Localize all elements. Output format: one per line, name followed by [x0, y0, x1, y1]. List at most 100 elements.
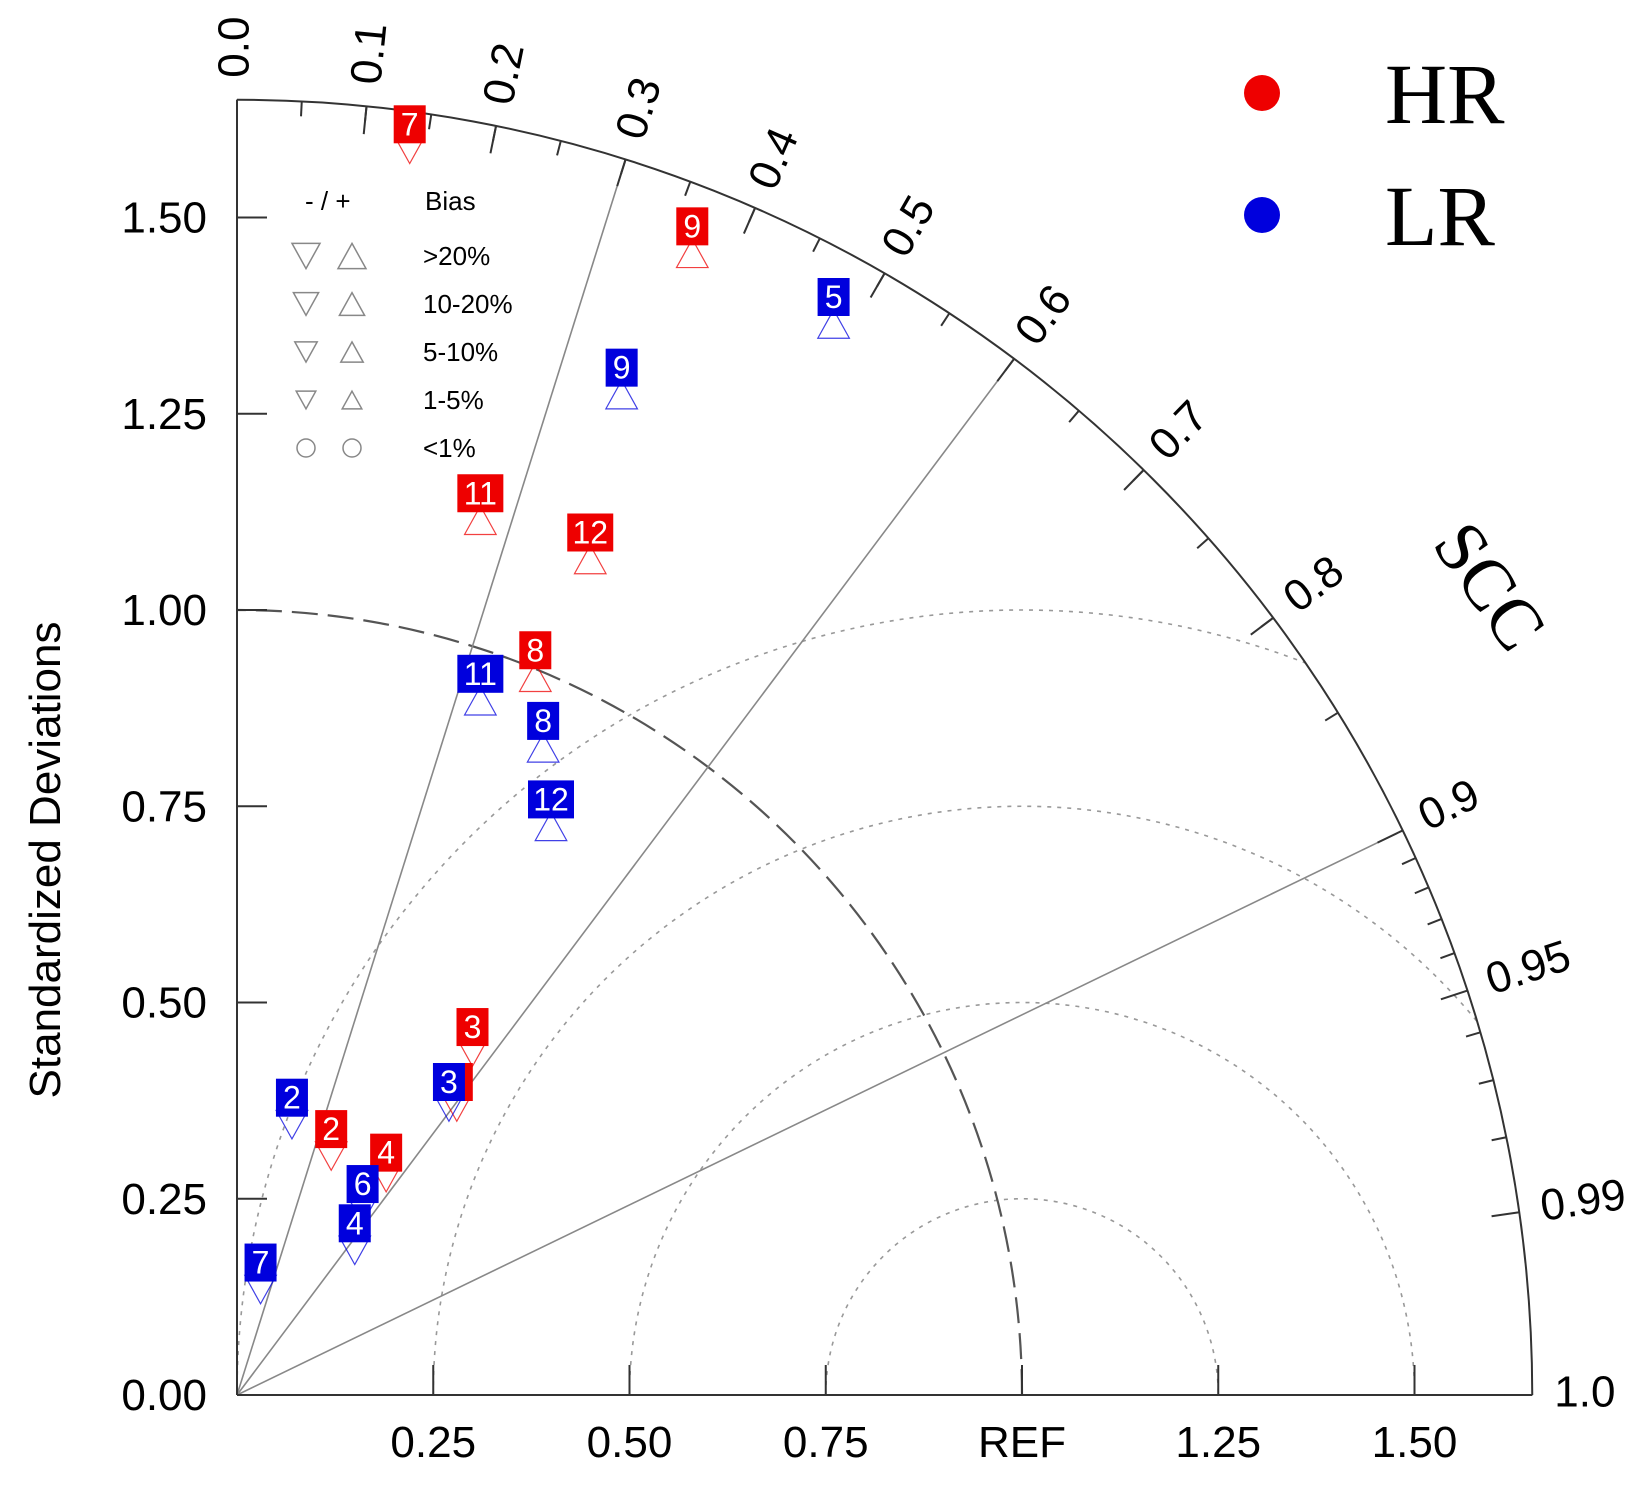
bias-legend-circle-icon	[296, 438, 316, 458]
x-tick-label: REF	[978, 1418, 1066, 1467]
data-point	[457, 474, 504, 513]
correlation-tick-label: 0.4	[739, 121, 808, 197]
data-point-label: 7	[252, 1245, 270, 1281]
data-point-label: 8	[534, 703, 552, 739]
data-point	[605, 348, 638, 387]
correlation-minor-tick	[300, 101, 303, 117]
data-point	[275, 1078, 308, 1117]
bias-legend-down-icon	[292, 291, 320, 317]
data-point	[315, 1110, 348, 1149]
correlation-minor-tick	[1196, 537, 1210, 549]
correlation-tick	[1491, 1211, 1520, 1218]
bias-marker	[675, 237, 710, 269]
data-point	[244, 1243, 277, 1282]
data-point	[519, 631, 552, 670]
bias-marker	[816, 308, 851, 339]
bias-legend-up-icon	[338, 291, 366, 317]
rms-contour	[628, 1001, 1416, 1395]
correlation-tick	[1250, 617, 1274, 636]
data-point-label: 5	[825, 279, 843, 315]
data-point-label: 11	[464, 656, 497, 692]
data-point-label: 6	[354, 1166, 372, 1202]
data-point	[432, 1063, 465, 1101]
bias-marker	[463, 504, 498, 536]
correlation-tick-label: 0.2	[474, 39, 534, 109]
bias-legend-label: 10-20%	[423, 289, 513, 319]
data-point-label: 2	[283, 1080, 301, 1116]
bias-legend-label: 1-5%	[423, 385, 484, 415]
correlation-axis-label: SCC	[1418, 508, 1562, 665]
data-point-label: 4	[377, 1135, 395, 1171]
data-point-label: 2	[322, 1111, 340, 1147]
bias-marker	[463, 685, 498, 716]
legend-marker-hr	[1244, 75, 1280, 111]
x-tick-label: 1.25	[1175, 1418, 1261, 1467]
correlation-minor-tick	[1465, 1031, 1481, 1038]
data-point-label: 4	[346, 1205, 364, 1241]
correlation-minor-tick	[1478, 1079, 1494, 1085]
legend-label-hr: HR	[1385, 46, 1505, 142]
legend-marker-lr	[1244, 197, 1280, 233]
y-tick-label: 1.00	[121, 586, 207, 635]
data-point-label: 12	[533, 781, 569, 817]
correlation-tick-label: 0.95	[1480, 931, 1577, 1004]
correlation-minor-tick	[1414, 886, 1430, 895]
correlation-tick	[616, 159, 627, 187]
y-tick-label: 0.50	[121, 979, 207, 1028]
rms-contour	[237, 609, 1533, 1395]
data-point-label: 11	[464, 475, 497, 511]
correlation-tick-label: 0.9	[1411, 770, 1487, 841]
correlation-tick-label: 0.6	[1005, 276, 1081, 354]
x-tick-label: 1.50	[1372, 1418, 1458, 1467]
bias-marker	[518, 661, 553, 693]
correlation-minor-tick	[940, 312, 951, 327]
bias-legend-circle-icon	[342, 438, 362, 458]
correlation-tick-label: 1.0	[1554, 1368, 1615, 1417]
correlation-tick-label: 0.0	[210, 17, 259, 78]
bias-marker	[604, 379, 639, 410]
data-point-label: 9	[683, 208, 701, 244]
data-point-label: 7	[401, 106, 419, 142]
correlation-tick-label: 0.8	[1274, 546, 1352, 622]
data-point	[528, 780, 574, 819]
data-point	[456, 1008, 489, 1047]
data-point-label: 3	[464, 1009, 482, 1045]
data-point	[567, 513, 614, 552]
correlation-tick-label: 0.99	[1537, 1170, 1629, 1231]
bias-legend-up-icon	[336, 241, 368, 270]
correlation-minor-tick	[1401, 857, 1417, 866]
correlation-minor-tick	[1440, 952, 1455, 960]
correlation-tick	[489, 125, 498, 154]
bias-marker	[526, 732, 560, 763]
x-tick-label: 0.75	[783, 1418, 869, 1467]
correlation-tick	[869, 272, 886, 299]
data-point-label: 8	[526, 632, 544, 668]
bias-legend-down-icon	[294, 390, 318, 411]
bias-legend-label: 5-10%	[423, 337, 498, 367]
data-point-label: 9	[613, 350, 631, 386]
bias-legend-down-icon	[293, 341, 319, 364]
correlation-tick	[1123, 469, 1145, 491]
data-point-label: 3	[440, 1064, 458, 1100]
bias-legend-title: Bias	[425, 186, 476, 216]
correlation-minor-tick	[1491, 1136, 1507, 1142]
bias-legend-up-icon	[339, 340, 365, 363]
correlation-minor-tick	[428, 114, 433, 130]
x-tick-label: 0.50	[587, 1418, 673, 1467]
bias-legend-sign: - / +	[305, 186, 351, 216]
correlation-arc	[236, 98, 1534, 1396]
data-point	[338, 1204, 371, 1243]
bias-marker	[534, 810, 568, 842]
rms-contour	[824, 1198, 1220, 1395]
reference-std-arc	[236, 608, 1024, 1396]
y-axis-label: Standardized Deviations	[21, 622, 70, 1099]
y-tick-label: 0.00	[121, 1371, 207, 1420]
data-point-label: 12	[572, 515, 608, 551]
data-point	[676, 207, 709, 246]
bias-legend-down-icon	[290, 242, 322, 271]
correlation-tick-label: 0.7	[1140, 391, 1218, 469]
data-point	[817, 278, 850, 316]
correlation-tick	[1440, 989, 1468, 1001]
data-point	[393, 105, 426, 144]
